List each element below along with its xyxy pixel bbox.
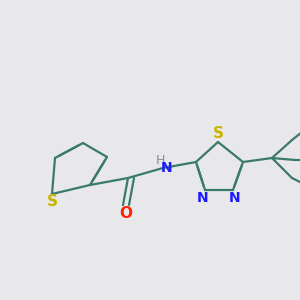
Text: S: S: [46, 194, 58, 209]
Text: S: S: [212, 125, 224, 140]
Text: N: N: [161, 161, 173, 175]
Text: H: H: [155, 154, 165, 166]
Text: O: O: [119, 206, 133, 221]
Text: N: N: [229, 191, 241, 205]
Text: N: N: [197, 191, 209, 205]
